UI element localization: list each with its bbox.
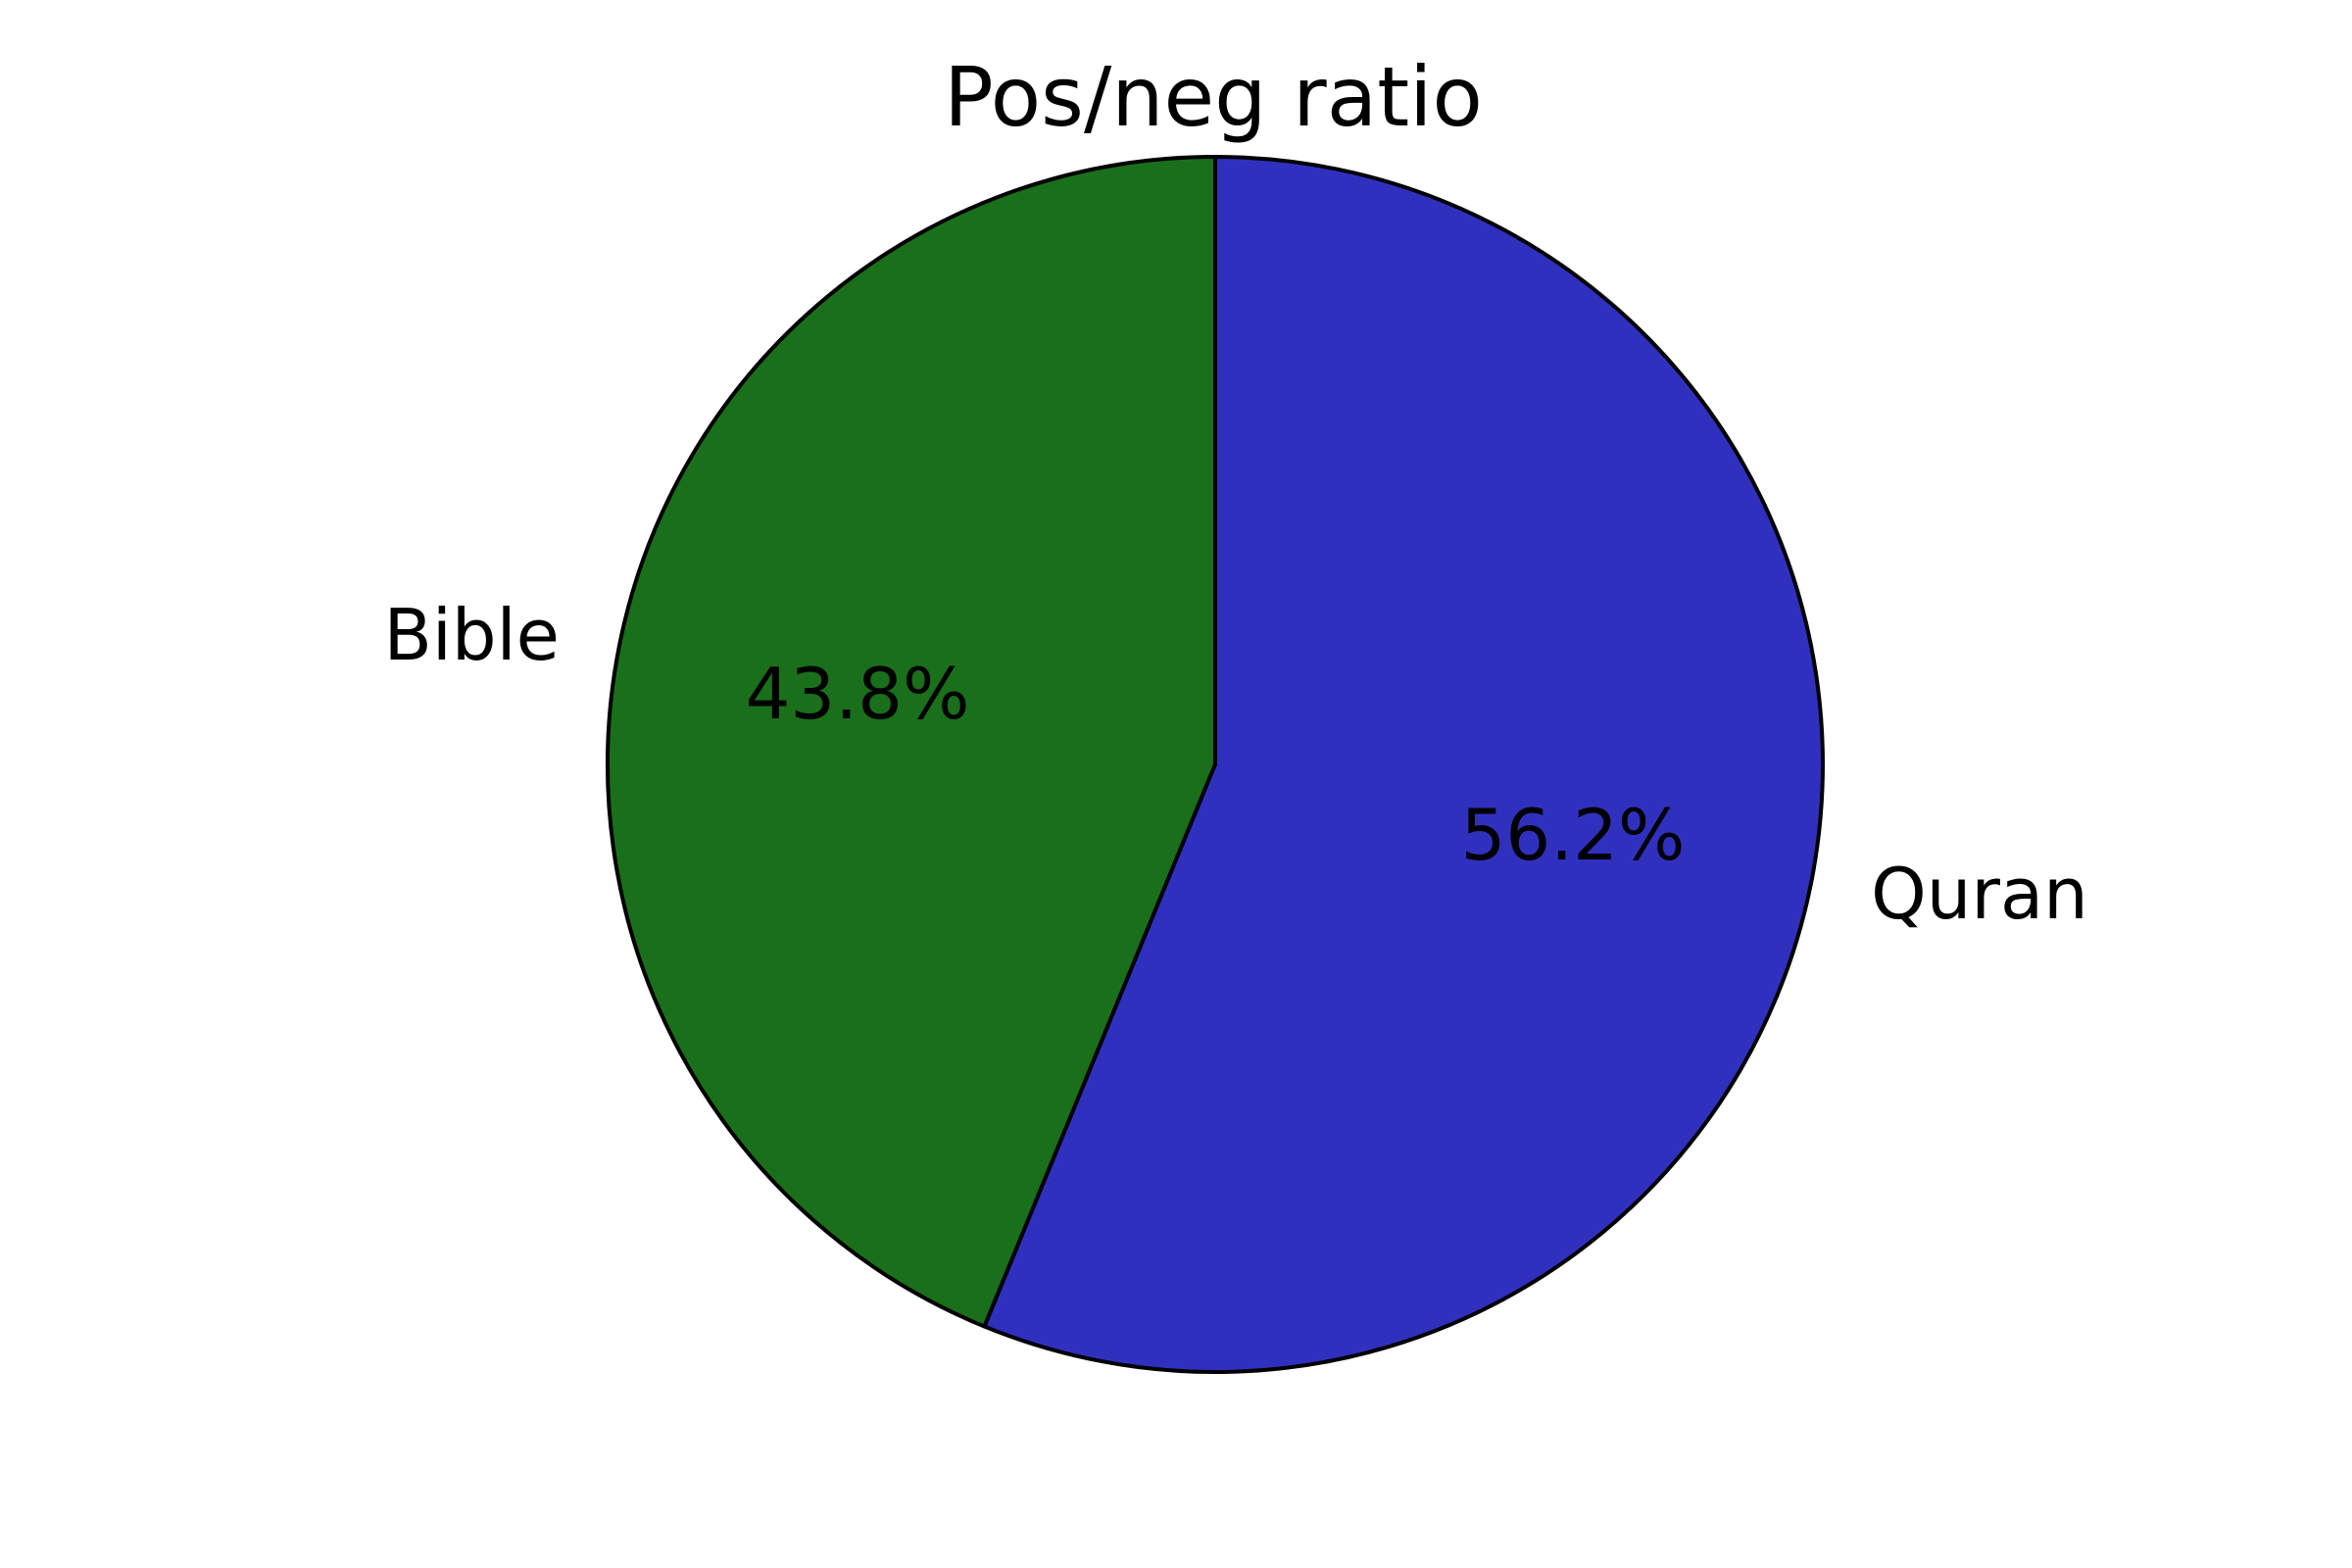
pie-slice-bible xyxy=(606,155,1217,1329)
pie-wedges xyxy=(606,155,1825,1374)
slice-percent-quran: 56.2% xyxy=(1461,794,1686,876)
chart-title: Pos/neg ratio xyxy=(944,49,1483,145)
slice-percent-bible: 43.8% xyxy=(746,653,970,735)
slice-label-bible: Bible xyxy=(383,594,559,676)
slice-label-quran: Quran xyxy=(1871,853,2088,935)
pie-labels: Bible 43.8% Quran 56.2% xyxy=(383,594,2087,935)
pie-slice-quran xyxy=(982,155,1825,1374)
